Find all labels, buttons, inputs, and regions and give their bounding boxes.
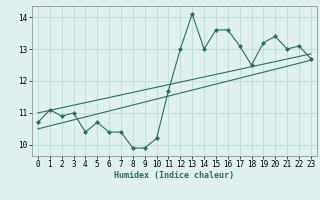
X-axis label: Humidex (Indice chaleur): Humidex (Indice chaleur) (115, 171, 234, 180)
